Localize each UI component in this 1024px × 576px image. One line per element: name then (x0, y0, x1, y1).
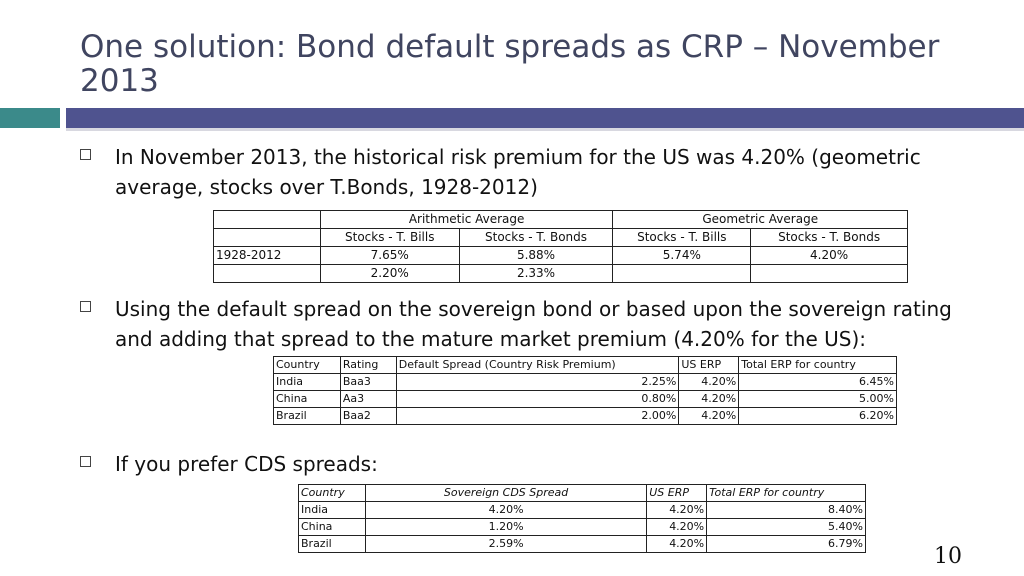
table-cell: Brazil (298, 535, 366, 553)
table-header: US ERP (646, 484, 708, 502)
table-cell (213, 264, 321, 283)
table-cell: 1.20% (364, 518, 648, 536)
table-header: Sovereign CDS Spread (364, 484, 648, 502)
historical-premium-table: Arithmetic Average Geometric Average Sto… (213, 210, 908, 283)
table-cell: 4.20% (678, 390, 740, 408)
bullet-text: If you prefer CDS spreads: (115, 452, 378, 476)
table-cell: 5.00% (738, 390, 897, 408)
title-accent-bar-shadow (66, 128, 1024, 131)
table-cell (213, 210, 321, 229)
table-cell: 0.80% (395, 390, 680, 408)
table-cell: 4.20% (364, 501, 648, 519)
table-row: Brazil 2.59% 4.20% 6.79% (298, 535, 866, 553)
table-cell: 4.20% (750, 246, 908, 265)
table-cell: 5.88% (458, 246, 614, 265)
table-header: Country (273, 356, 341, 374)
table-header: Default Spread (Country Risk Premium) (395, 356, 680, 374)
table-cell: 4.20% (646, 501, 708, 519)
table-cell: India (298, 501, 366, 519)
page-number: 10 (934, 544, 962, 569)
slide-title: One solution: Bond default spreads as CR… (80, 29, 940, 99)
cds-spread-table: Country Sovereign CDS Spread US ERP Tota… (298, 484, 866, 553)
table-cell: 2.20% (319, 264, 460, 283)
bullet-item-3: If you prefer CDS spreads: (80, 449, 960, 479)
table-header: Stocks - T. Bonds (458, 228, 614, 247)
table-row: India Baa3 2.25% 4.20% 6.45% (273, 373, 897, 391)
square-bullet-icon (80, 456, 91, 467)
table-cell: Baa3 (339, 373, 397, 391)
table-cell: 1928-2012 (213, 246, 321, 265)
table-cell: 7.65% (319, 246, 460, 265)
table-header: Stocks - T. Bills (319, 228, 460, 247)
table-cell: 6.79% (706, 535, 866, 553)
square-bullet-icon (80, 301, 91, 312)
title-accent-bar-teal (0, 108, 60, 128)
table-cell: 6.45% (738, 373, 897, 391)
bullet-text: Using the default spread on the sovereig… (115, 297, 952, 351)
table-cell: 4.20% (678, 407, 740, 425)
table-cell (750, 264, 908, 283)
table-row: Arithmetic Average Geometric Average (213, 210, 908, 229)
table-cell: 2.59% (364, 535, 648, 553)
table-row: China 1.20% 4.20% 5.40% (298, 518, 866, 536)
table-cell: 2.00% (395, 407, 680, 425)
table-cell (213, 228, 321, 247)
table-header: Arithmetic Average (319, 210, 614, 229)
table-cell: 6.20% (738, 407, 897, 425)
table-header: Stocks - T. Bonds (750, 228, 908, 247)
table-row: China Aa3 0.80% 4.20% 5.00% (273, 390, 897, 408)
table-cell: 2.33% (458, 264, 614, 283)
table-cell: 4.20% (678, 373, 740, 391)
table-cell: 8.40% (706, 501, 866, 519)
table-cell: 5.40% (706, 518, 866, 536)
table-cell: Baa2 (339, 407, 397, 425)
table-header: Geometric Average (612, 210, 908, 229)
table-cell: 5.74% (612, 246, 752, 265)
table-header: Country (298, 484, 366, 502)
table-cell: Brazil (273, 407, 341, 425)
table-cell: 2.25% (395, 373, 680, 391)
table-cell: India (273, 373, 341, 391)
bullet-item-2: Using the default spread on the sovereig… (80, 294, 960, 354)
table-header: Total ERP for country (706, 484, 866, 502)
table-header: Total ERP for country (738, 356, 897, 374)
table-row: 1928-2012 7.65% 5.88% 5.74% 4.20% (213, 246, 908, 265)
table-header: Rating (339, 356, 397, 374)
table-cell: 4.20% (646, 518, 708, 536)
table-row: Country Rating Default Spread (Country R… (273, 356, 897, 374)
title-accent-bar-purple (66, 108, 1024, 128)
table-cell: Aa3 (339, 390, 397, 408)
rating-spread-table: Country Rating Default Spread (Country R… (273, 356, 897, 425)
square-bullet-icon (80, 149, 91, 160)
table-cell: China (298, 518, 366, 536)
table-cell: China (273, 390, 341, 408)
table-cell: 4.20% (646, 535, 708, 553)
table-cell (612, 264, 752, 283)
table-row: India 4.20% 4.20% 8.40% (298, 501, 866, 519)
table-row: Stocks - T. Bills Stocks - T. Bonds Stoc… (213, 228, 908, 247)
table-header: Stocks - T. Bills (612, 228, 752, 247)
table-row: 2.20% 2.33% (213, 264, 908, 283)
bullet-item-1: In November 2013, the historical risk pr… (80, 142, 960, 202)
table-header: US ERP (678, 356, 740, 374)
table-row: Country Sovereign CDS Spread US ERP Tota… (298, 484, 866, 502)
table-row: Brazil Baa2 2.00% 4.20% 6.20% (273, 407, 897, 425)
bullet-text: In November 2013, the historical risk pr… (115, 145, 921, 199)
